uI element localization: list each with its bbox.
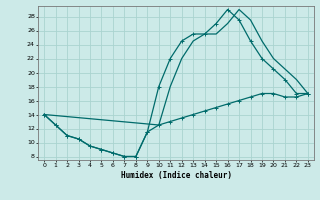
X-axis label: Humidex (Indice chaleur): Humidex (Indice chaleur) (121, 171, 231, 180)
